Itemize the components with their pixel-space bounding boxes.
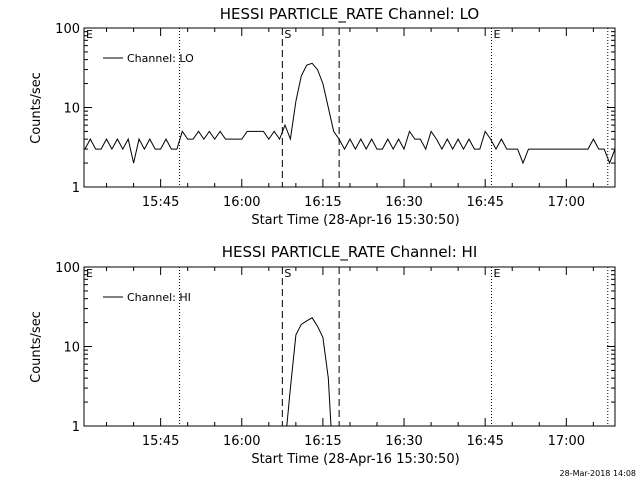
y-axis-label: Counts/sec [29,72,44,144]
x-tick-label: 16:45 [466,195,503,210]
y-tick-label: 10 [63,102,80,117]
series-line [286,317,332,426]
y-tick-label: 100 [55,22,80,37]
y-tick-label: 1 [72,420,80,435]
hi-channel-chart: HESSI PARTICLE_RATE Channel: HI Counts/se… [29,243,616,467]
x-tick-label: 17:00 [548,195,585,210]
x-tick-label: 16:30 [385,195,422,210]
x-tick-label: 16:00 [223,434,260,449]
x-axis-label: Start Time (28-Apr-16 15:30:50) [251,213,459,228]
x-tick-label: 17:00 [548,434,585,449]
marker-letter: S [284,267,291,280]
y-axis-label: Counts/sec [29,311,44,383]
lo-channel-chart: HESSI PARTICLE_RATE Channel: LO Counts/se… [29,5,616,228]
footer-timestamp: 28-Mar-2018 14:08 [560,469,637,478]
marker-letter: E [493,28,500,41]
x-tick-label: 16:30 [385,434,422,449]
x-tick-label: 16:45 [466,434,503,449]
legend-label: Channel: HI [127,291,191,304]
x-tick-label: 16:15 [304,195,341,210]
chart-title: HESSI PARTICLE_RATE Channel: LO [220,5,479,24]
y-tick-label: 1 [72,181,80,196]
marker-letter: E [86,267,93,280]
x-axis-label: Start Time (28-Apr-16 15:30:50) [251,452,459,467]
legend-label: Channel: LO [127,52,194,65]
marker-letter: E [86,28,93,41]
x-tick-label: 16:15 [304,434,341,449]
y-tick-label: 100 [55,261,80,276]
marker-letter: S [284,28,291,41]
chart-title: HESSI PARTICLE_RATE Channel: HI [222,243,478,262]
y-tick-label: 10 [63,341,80,356]
marker-letter: E [493,267,500,280]
x-tick-label: 15:45 [142,195,179,210]
x-tick-label: 15:45 [142,434,179,449]
x-tick-label: 16:00 [223,195,260,210]
series-line [84,62,615,165]
